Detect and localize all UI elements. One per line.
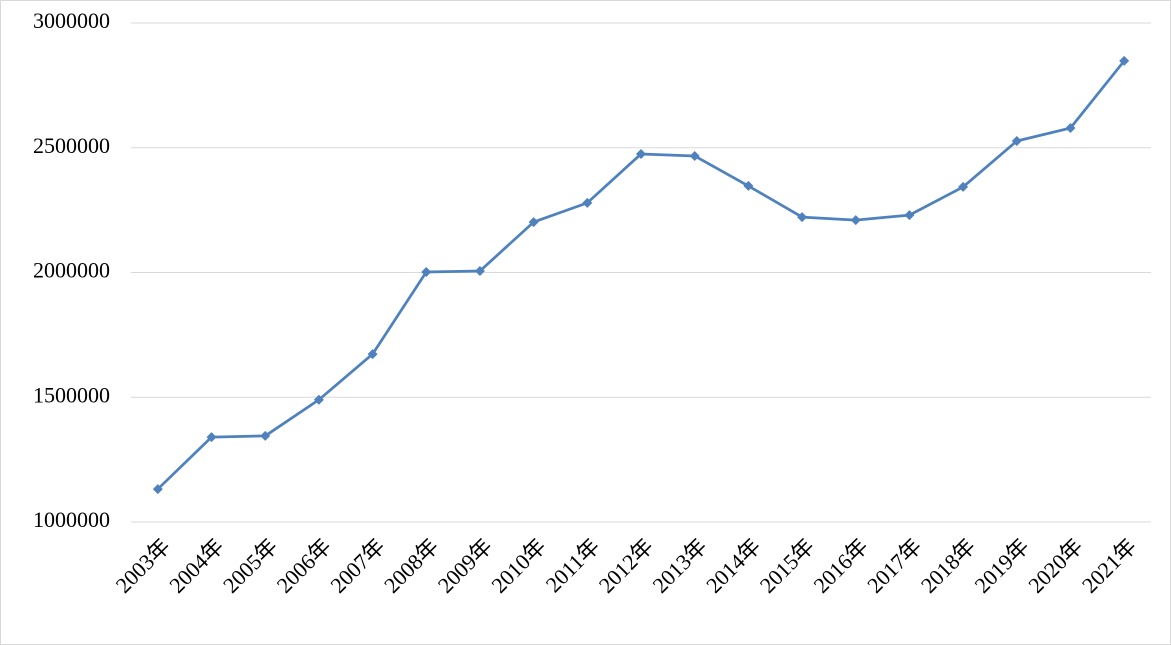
marker — [636, 148, 646, 159]
marker — [1119, 55, 1130, 66]
marker — [474, 266, 485, 277]
marker — [958, 181, 969, 192]
marker — [1065, 123, 1076, 134]
marker — [904, 210, 915, 221]
marker — [850, 215, 861, 226]
y-tick-label: 3000000 — [33, 8, 110, 33]
marker — [367, 349, 378, 360]
y-tick-label: 2000000 — [33, 258, 110, 283]
y-tick-label: 1000000 — [33, 507, 110, 532]
marker — [743, 180, 754, 191]
y-tick-label: 1500000 — [33, 382, 110, 407]
marker — [528, 217, 539, 228]
marker — [152, 484, 163, 495]
marker — [421, 267, 432, 278]
marker — [313, 394, 324, 405]
marker — [260, 430, 271, 441]
marker — [1011, 136, 1022, 147]
marker — [582, 197, 593, 208]
marker — [689, 150, 700, 161]
marker — [206, 432, 217, 443]
y-tick-label: 2500000 — [33, 133, 110, 158]
marker — [797, 212, 808, 223]
